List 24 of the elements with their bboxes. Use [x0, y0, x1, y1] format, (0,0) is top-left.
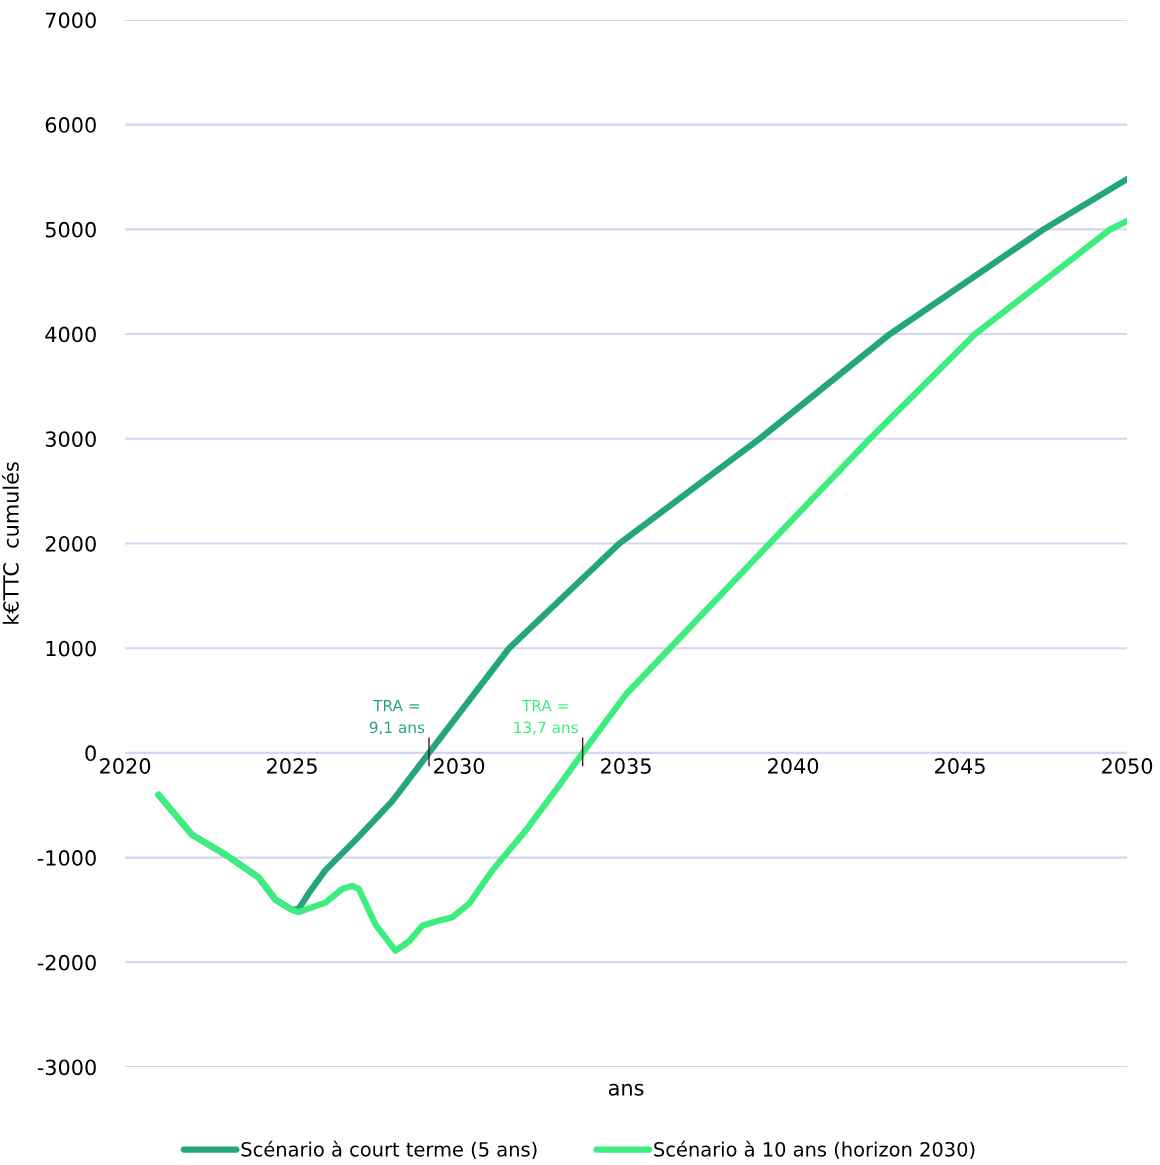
- x-tick-label: 2045: [935, 758, 985, 774]
- y-tick-label: -2000: [37, 954, 96, 971]
- y-tick-label: -1000: [37, 850, 96, 866]
- x-tick-label: 2020: [100, 758, 151, 774]
- annotation: TRA = 13,7 ans: [514, 700, 578, 735]
- x-tick-label: 2035: [601, 758, 651, 774]
- y-tick-label: 6000: [45, 117, 96, 133]
- y-tick-label: 0: [85, 745, 96, 762]
- legend-label: Scénario à court terme (5 ans): [241, 1140, 537, 1159]
- x-tick-label: 2040: [768, 758, 819, 774]
- y-tick-label: -3000: [37, 1059, 96, 1076]
- y-tick-label: 5000: [45, 221, 96, 238]
- y-tick-label: 3000: [45, 431, 96, 447]
- x-tick-label: 2050: [1102, 758, 1153, 774]
- legend-label: Scénario à 10 ans (horizon 2030): [654, 1140, 975, 1159]
- y-tick-label: 4000: [45, 326, 96, 343]
- y-tick-label: 1000: [46, 640, 96, 657]
- annotation: TRA = 9,1 ans: [369, 700, 425, 735]
- y-tick-label: 7000: [45, 12, 96, 29]
- x-axis-title: ans: [608, 1083, 644, 1096]
- y-axis-title: k€TTC cumulés: [1, 462, 19, 624]
- x-tick-label: 2025: [267, 758, 317, 774]
- y-tick-label: 2000: [45, 535, 96, 552]
- x-tick-label: 2030: [434, 758, 485, 774]
